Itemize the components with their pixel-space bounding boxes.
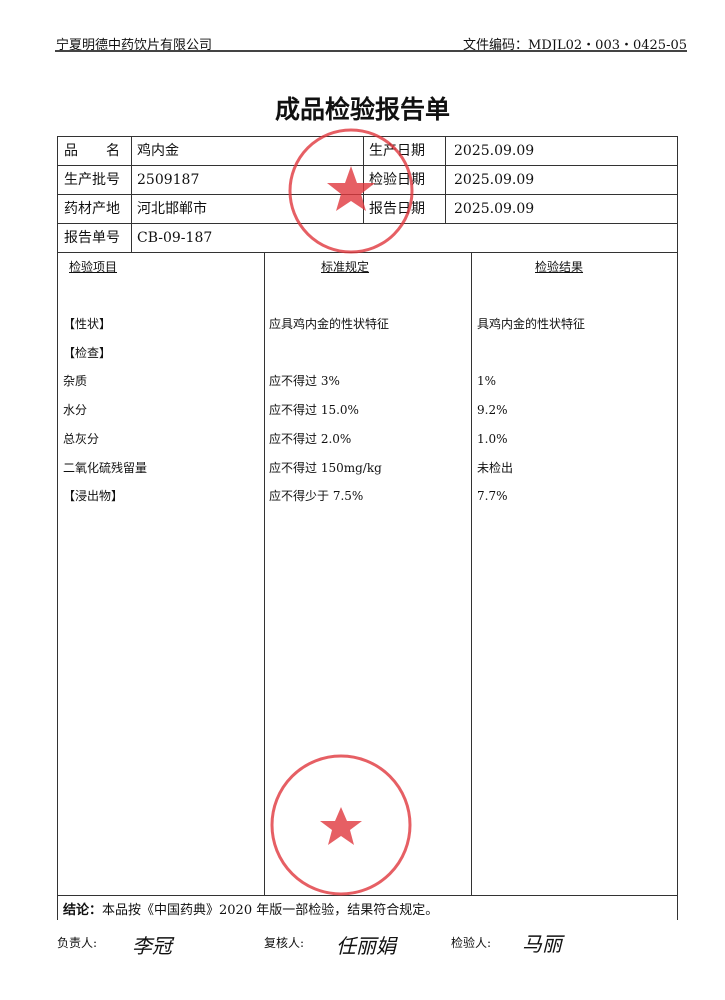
header-rule (55, 50, 687, 52)
responsible-signature: 李冠 (132, 934, 172, 958)
inspector-label: 检验人: (451, 936, 492, 950)
product-name: 鸡内金 (137, 143, 179, 159)
prod-date-label: 生产日期 (369, 143, 425, 159)
row-standard: 应不得少于 7.5% (269, 489, 364, 504)
row-item: 水分 (63, 403, 88, 418)
responsible-label: 负责人: (57, 936, 98, 950)
row-standard: 应具鸡内金的性状特征 (269, 317, 390, 331)
qc-seal-stamp (270, 754, 412, 896)
star-icon (320, 807, 362, 845)
origin: 河北邯郸市 (137, 201, 207, 217)
row-standard: 应不得过 150mg/kg (269, 460, 382, 475)
row-item: 【浸出物】 (63, 489, 124, 504)
row-result: 1.0% (477, 431, 508, 446)
conclusion: 结论：本品按《中国药典》2020 年版一部检验，结果符合规定。 (63, 902, 438, 920)
report-no: CB-09-187 (137, 230, 213, 246)
row-item: 【性状】 (63, 317, 112, 331)
row-standard: 应不得过 2.0% (269, 431, 352, 446)
inspector-signature: 马丽 (522, 932, 562, 956)
conclusion-text: 本品按《中国药典》2020 年版一部检验，结果符合规定。 (102, 903, 439, 918)
row-item: 【检查】 (63, 345, 112, 360)
row-standard: 应不得过 3% (269, 374, 340, 389)
col-header-result: 检验结果 (535, 260, 584, 274)
batch-number: 2509187 (137, 172, 200, 188)
row-result: 1% (477, 374, 497, 389)
conclusion-label: 结论： (63, 903, 103, 918)
row-item: 总灰分 (63, 431, 100, 446)
prod-date: 2025.09.09 (454, 143, 535, 159)
report-no-label: 报告单号 (64, 230, 120, 246)
col-header-item: 检验项目 (69, 260, 118, 274)
row-result: 具鸡内金的性状特征 (477, 317, 586, 331)
doc-code-label: 文件编码： (463, 38, 529, 53)
page-title: 成品检验报告单 (274, 95, 450, 124)
test-date: 2025.09.09 (454, 172, 535, 188)
reviewer-signature: 任丽娟 (336, 934, 396, 958)
row-result: 9.2% (477, 403, 508, 418)
row-standard: 应不得过 15.0% (269, 403, 359, 418)
row-result: 7.7% (477, 489, 508, 504)
reviewer-label: 复核人: (264, 936, 305, 950)
row-item: 杂质 (63, 374, 88, 389)
row-item: 二氧化硫残留量 (63, 460, 148, 475)
star-icon (327, 166, 375, 211)
col-header-standard: 标准规定 (321, 260, 370, 274)
origin-label: 药材产地 (64, 201, 120, 217)
report-date: 2025.09.09 (454, 201, 535, 217)
product-name-label: 品 名 (64, 143, 120, 159)
company-name: 宁夏明德中药饮片有限公司 (56, 38, 213, 53)
row-result: 未检出 (477, 460, 514, 475)
doc-code-value: MDJL02・003・0425-05 (528, 38, 687, 53)
test-date-label: 检验日期 (369, 172, 425, 188)
report-date-label: 报告日期 (369, 201, 425, 217)
batch-label: 生产批号 (64, 172, 120, 188)
doc-code: 文件编码：MDJL02・003・0425-05 (463, 34, 687, 53)
